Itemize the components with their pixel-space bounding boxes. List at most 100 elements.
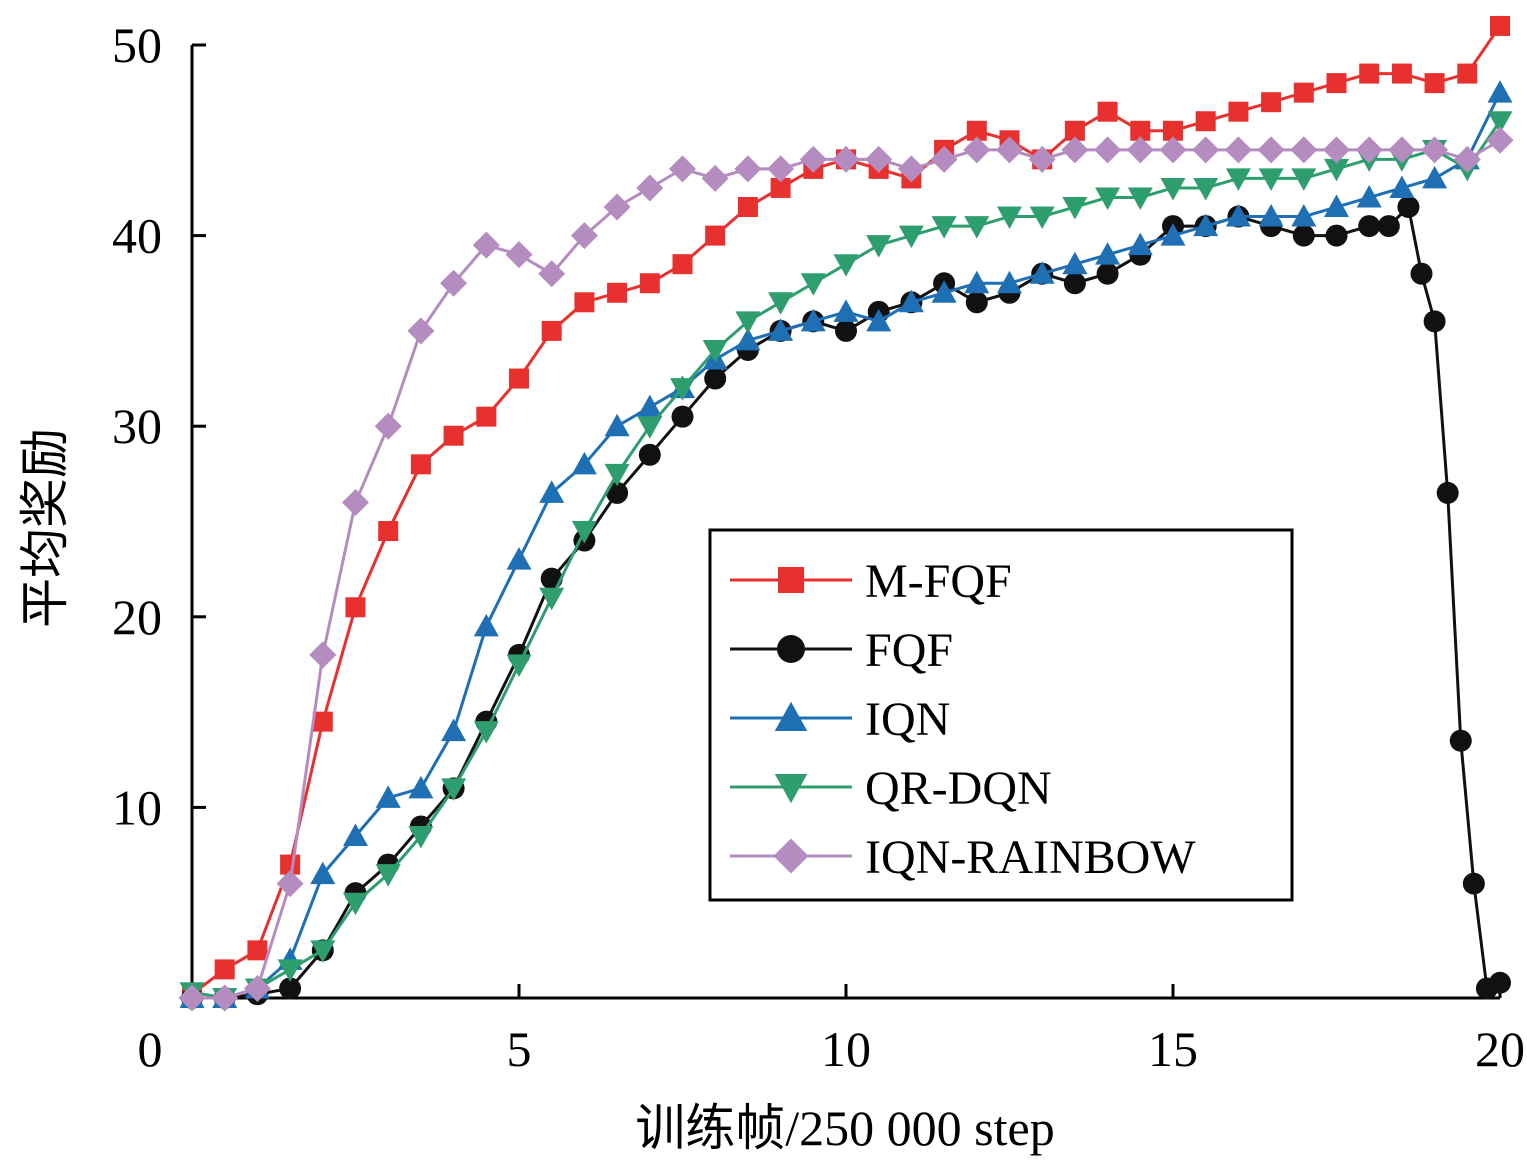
- data-point-qr-dqn: [375, 864, 401, 887]
- data-point-iqn: [408, 775, 434, 799]
- y-ticks: 10 20 30 40 50: [112, 17, 206, 835]
- data-point-fqf: [1436, 481, 1459, 504]
- data-point-iqn-rainbow: [1224, 136, 1252, 164]
- data-point-fqf: [965, 291, 988, 314]
- legend-marker: [778, 567, 804, 593]
- data-point-m-fqf: [1097, 101, 1118, 122]
- legend-label: IQN: [865, 693, 950, 746]
- data-point-iqn-rainbow: [636, 174, 664, 202]
- legend-box: [708, 528, 1294, 902]
- data-point-iqn: [1389, 175, 1415, 198]
- data-point-iqn-rainbow: [407, 317, 435, 345]
- legend-entry-iqn: IQN: [730, 693, 950, 746]
- data-point-iqn: [1062, 251, 1088, 275]
- data-point-qr-dqn: [1029, 206, 1055, 230]
- data-point-fqf: [1489, 971, 1511, 994]
- data-point-iqn: [768, 318, 794, 341]
- data-point-qr-dqn: [441, 778, 467, 801]
- series-iqn-rainbow: [178, 126, 1514, 1012]
- y-tick-label: 20: [112, 589, 162, 645]
- data-point-iqn-rainbow: [1159, 136, 1187, 164]
- x-tick-label: 15: [1148, 1021, 1198, 1077]
- data-point-iqn-rainbow: [865, 145, 893, 173]
- data-point-qr-dqn: [1127, 187, 1153, 210]
- data-point-iqn-rainbow: [505, 241, 533, 269]
- y-tick-label: 10: [112, 779, 162, 835]
- data-point-fqf: [1423, 310, 1446, 333]
- data-point-iqn-rainbow: [1486, 126, 1514, 154]
- data-point-m-fqf: [378, 521, 399, 542]
- data-point-iqn-rainbow: [930, 145, 958, 173]
- data-point-m-fqf: [312, 711, 333, 732]
- data-point-qr-dqn: [310, 940, 336, 963]
- data-point-qr-dqn: [1095, 187, 1121, 210]
- data-point-fqf: [671, 405, 694, 428]
- legend-label: FQF: [865, 624, 953, 677]
- data-point-iqn: [997, 270, 1022, 294]
- legend-label: QR-DQN: [865, 762, 1052, 815]
- data-point-qr-dqn: [1324, 158, 1349, 182]
- data-point-qr-dqn: [898, 225, 924, 249]
- y-tick-label: 50: [112, 17, 162, 73]
- data-point-iqn: [1258, 204, 1284, 227]
- data-point-fqf: [704, 367, 727, 390]
- data-point-iqn-rainbow: [799, 145, 827, 173]
- data-point-iqn: [506, 547, 532, 570]
- data-point-iqn-rainbow: [1323, 136, 1350, 164]
- data-point-iqn: [866, 308, 892, 332]
- data-point-fqf: [279, 977, 302, 1000]
- data-point-m-fqf: [1391, 63, 1412, 84]
- data-point-m-fqf: [1228, 101, 1249, 122]
- data-point-iqn-rainbow: [440, 269, 468, 297]
- x-tick-label: 0: [138, 1021, 163, 1077]
- data-point-iqn: [1160, 223, 1186, 246]
- data-point-iqn: [1029, 261, 1055, 284]
- data-point-fqf: [638, 443, 661, 466]
- data-point-iqn: [473, 613, 499, 637]
- data-point-qr-dqn: [833, 254, 859, 277]
- data-point-iqn-rainbow: [1061, 136, 1089, 164]
- data-point-m-fqf: [737, 197, 758, 218]
- data-point-iqn-rainbow: [309, 641, 337, 669]
- data-point-qr-dqn: [768, 292, 794, 315]
- data-point-qr-dqn: [571, 521, 597, 544]
- data-point-iqn-rainbow: [669, 155, 696, 183]
- data-point-iqn-rainbow: [1453, 145, 1481, 173]
- data-point-iqn: [1422, 165, 1448, 189]
- data-point-iqn: [1487, 80, 1513, 103]
- legend-entry-iqn-rainbow: IQN-RAINBOW: [730, 831, 1196, 884]
- data-point-qr-dqn: [931, 216, 957, 239]
- data-point-iqn-rainbow: [211, 984, 239, 1012]
- data-point-m-fqf: [1261, 92, 1282, 113]
- data-point-fqf: [1377, 215, 1400, 238]
- x-tick-label: 10: [821, 1021, 871, 1077]
- data-point-qr-dqn: [539, 587, 565, 611]
- data-point-iqn: [1291, 204, 1317, 227]
- y-tick-label: 30: [112, 398, 162, 454]
- data-point-iqn-rainbow: [472, 231, 500, 259]
- data-point-qr-dqn: [604, 463, 630, 487]
- data-point-iqn-rainbow: [178, 984, 206, 1012]
- data-point-qr-dqn: [670, 378, 695, 401]
- data-point-iqn-rainbow: [1355, 136, 1383, 164]
- data-point-iqn: [964, 270, 990, 294]
- x-axis-title: 训练帧/250 000 step: [635, 1100, 1054, 1156]
- y-axis-title: 平均奖励: [17, 428, 73, 628]
- x-ticks: 0 5 10 15 20: [138, 984, 1525, 1077]
- legend-entry-qr-dqn: QR-DQN: [730, 762, 1052, 815]
- series-line-fqf: [192, 205, 1501, 1000]
- data-point-iqn-rainbow: [1094, 136, 1122, 164]
- data-point-qr-dqn: [735, 311, 761, 334]
- data-point-iqn: [539, 480, 565, 503]
- data-point-m-fqf: [1195, 111, 1216, 132]
- data-point-iqn-rainbow: [1192, 136, 1220, 164]
- data-point-m-fqf: [1424, 73, 1445, 94]
- data-point-iqn-rainbow: [996, 136, 1023, 164]
- data-point-iqn-rainbow: [374, 412, 402, 440]
- data-point-m-fqf: [345, 597, 366, 618]
- data-point-iqn-rainbow: [276, 870, 304, 898]
- data-point-iqn-rainbow: [1290, 136, 1318, 164]
- data-point-qr-dqn: [408, 825, 434, 849]
- data-point-iqn-rainbow: [243, 974, 271, 1002]
